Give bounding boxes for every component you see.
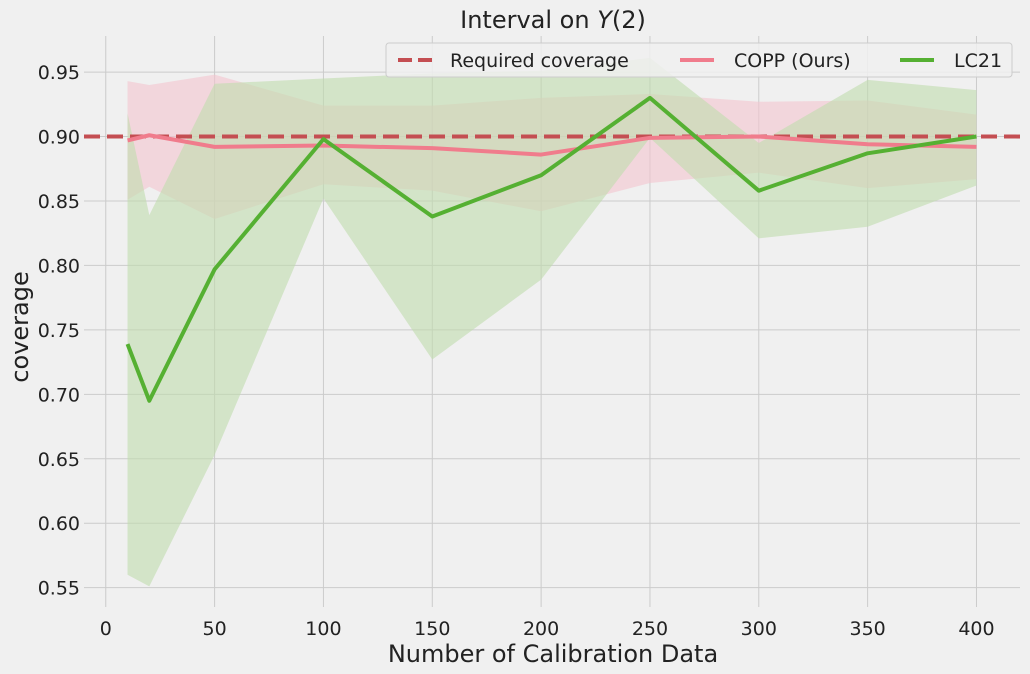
chart-title-suffix: (2) [612,6,646,34]
legend: Required coverage COPP (Ours) LC21 [385,42,1013,78]
y-axis-ticks: 0.55 0.60 0.65 0.70 0.75 0.80 0.85 0.90 0.95 [38,62,80,600]
x-tick-label: 250 [632,618,668,640]
y-tick-label: 0.65 [38,449,80,471]
chart-title: Interval on Y(2) [460,6,646,34]
x-tick-label: 150 [414,618,450,640]
legend-label-lc21: LC21 [954,50,1002,72]
x-tick-label: 300 [741,618,777,640]
y-tick-label: 0.85 [38,191,80,213]
x-tick-label: 50 [203,618,227,640]
x-tick-label: 400 [958,618,994,640]
x-axis-label: Number of Calibration Data [388,640,718,668]
y-tick-label: 0.80 [38,255,80,277]
x-axis-ticks: 0 50 100 150 200 250 300 350 400 [100,618,995,640]
chart-title-variable: Y [597,6,614,34]
chart-title-prefix: Interval on [460,6,597,34]
y-axis-label: coverage [6,271,34,382]
x-tick-label: 100 [305,618,341,640]
x-tick-label: 0 [100,618,112,640]
y-tick-label: 0.55 [38,578,80,600]
series-lines [125,95,977,403]
y-tick-label: 0.75 [38,320,80,342]
y-tick-label: 0.95 [38,62,80,84]
legend-label-required-coverage: Required coverage [450,50,629,72]
x-tick-label: 350 [849,618,885,640]
x-tick-label: 200 [523,618,559,640]
y-tick-label: 0.70 [38,384,80,406]
y-tick-label: 0.60 [38,513,80,535]
series-line-lc21 [125,95,977,403]
y-tick-label: 0.90 [38,127,80,149]
legend-label-copp: COPP (Ours) [734,50,851,72]
series-line-copp-ours [127,133,977,157]
